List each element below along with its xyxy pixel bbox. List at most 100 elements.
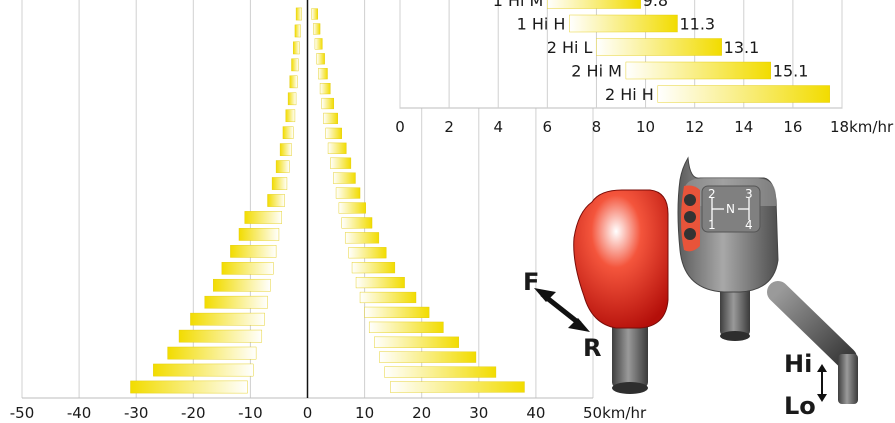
reverse-speed-bar xyxy=(230,245,277,258)
inset-x-tick-label: 14 xyxy=(734,118,753,136)
forward-speed-bar xyxy=(323,112,338,125)
gear-lever-illustration: 2 3 N 1 4 xyxy=(677,156,779,341)
reverse-speed-bar xyxy=(153,363,254,377)
gear-pattern-lines xyxy=(711,198,750,220)
inset-data-label: 9.8 xyxy=(643,0,668,10)
reverse-speed-bar xyxy=(293,41,300,55)
forward-speed-bar xyxy=(390,381,525,393)
hi-label: Hi xyxy=(784,350,812,378)
reverse-speed-bar xyxy=(285,109,296,123)
reverse-speed-bar xyxy=(294,24,301,38)
forward-speed-bar xyxy=(341,217,373,229)
main-x-tick-label: -10 xyxy=(238,404,263,422)
forward-speed-bar xyxy=(359,291,417,304)
inset-x-tick-label: 16 xyxy=(783,118,802,136)
reverse-speed-bar xyxy=(271,177,288,190)
forward-speed-bar xyxy=(351,262,396,274)
reverse-speed-bar xyxy=(291,58,299,72)
forward-speed-bar xyxy=(311,8,318,20)
reverse-speed-bar xyxy=(244,211,283,224)
main-bars xyxy=(130,7,525,394)
inset-bars: 1 Hi M 9.8 1 Hi H 11.3 2 Hi L 13.1 2 Hi M 15.1 2… xyxy=(493,0,830,104)
reverse-speed-bar xyxy=(238,228,280,241)
reverse-speed-bar xyxy=(282,126,294,139)
inset-category-label: 2 Hi M xyxy=(571,62,622,81)
reverse-speed-bar xyxy=(267,194,285,207)
main-x-tick-label: 0 xyxy=(303,404,313,422)
reverse-speed-bar xyxy=(275,160,290,173)
forward-speed-bar xyxy=(379,351,477,363)
hi-lo-arrow-up xyxy=(817,364,827,372)
main-x-tick-label: 40 xyxy=(526,404,545,422)
forward-speed-bar xyxy=(338,202,366,214)
shuttle-lever-illustration: F R xyxy=(523,189,669,394)
gear-gate-label: N xyxy=(726,202,735,216)
inset-x-tick-labels: 0 2 4 6 8 10 12 14 16 18km/hr xyxy=(395,118,894,136)
gear-lever-button xyxy=(684,211,696,223)
inset-speed-chart: 1 Hi M 9.8 1 Hi H 11.3 2 Hi L 13.1 2 Hi M 15.1 2… xyxy=(395,0,894,136)
reverse-speed-bar xyxy=(295,7,302,21)
reverse-label: R xyxy=(583,334,601,362)
forward-speed-bar xyxy=(368,321,444,333)
main-x-tick-label: -30 xyxy=(124,404,149,422)
inset-category-label: 2 Hi H xyxy=(605,85,654,104)
forward-speed-bar xyxy=(332,172,356,184)
gear-pattern-plate xyxy=(701,185,761,233)
hi-lo-lever-post xyxy=(838,354,858,404)
forward-speed-bar xyxy=(335,187,361,199)
inset-speed-bar xyxy=(596,38,722,56)
forward-speed-bar xyxy=(321,97,334,110)
forward-speed-bar xyxy=(348,247,387,259)
main-x-tick-label: 30 xyxy=(469,404,488,422)
gear-gate-label: 1 xyxy=(708,218,716,232)
inset-x-tick-label: 8 xyxy=(592,118,602,136)
inset-speed-bar xyxy=(625,61,771,80)
inset-x-tick-label: 6 xyxy=(543,118,553,136)
main-x-tick-label: 20 xyxy=(412,404,431,422)
reverse-speed-bar xyxy=(167,346,257,360)
gear-gate-label: 4 xyxy=(745,218,753,232)
shuttle-lever-shaft-base xyxy=(612,382,648,394)
lo-label: Lo xyxy=(784,392,816,420)
gear-lever-button xyxy=(684,194,696,206)
forward-speed-bar xyxy=(313,23,321,35)
hi-lo-lever-handle xyxy=(767,281,857,369)
reverse-speed-bar xyxy=(289,75,298,89)
gear-lever-button xyxy=(684,228,696,240)
reverse-speed-bar xyxy=(178,329,263,343)
forward-speed-bar xyxy=(314,38,323,50)
inset-data-label: 11.3 xyxy=(679,15,715,34)
main-x-tick-label: -50 xyxy=(10,404,35,422)
gear-lever-shaft-base xyxy=(720,331,750,341)
shuttle-lever-knob xyxy=(573,189,669,329)
forward-speed-bar xyxy=(344,232,380,244)
reverse-speed-bar xyxy=(221,262,274,275)
inset-category-label: 1 Hi H xyxy=(517,15,566,34)
forward-speed-bar xyxy=(384,366,497,378)
gear-gate-label: 3 xyxy=(745,187,753,201)
hi-lo-arrow-down xyxy=(817,394,827,402)
forward-speed-bar xyxy=(325,127,342,139)
hi-lo-lever-illustration: Hi Lo xyxy=(767,281,858,420)
reverse-speed-bar xyxy=(213,278,271,292)
reverse-speed-bar xyxy=(287,92,297,106)
main-x-tick-labels: -50 -40 -30 -20 -10 0 10 20 30 40 50km/hr xyxy=(10,404,647,422)
forward-speed-bar xyxy=(374,336,460,348)
inset-x-tick-label: 12 xyxy=(685,118,704,136)
main-x-tick-label: 50km/hr xyxy=(583,404,647,422)
inset-category-label: 1 Hi M xyxy=(493,0,544,10)
inset-x-tick-label: 10 xyxy=(636,118,655,136)
forward-speed-bar xyxy=(318,68,328,80)
inset-speed-bar xyxy=(657,85,830,103)
inset-speed-bar xyxy=(547,0,641,9)
main-x-tick-label: -20 xyxy=(181,404,206,422)
forward-speed-bar xyxy=(355,276,405,289)
main-x-tick-label: -40 xyxy=(67,404,92,422)
forward-speed-bar xyxy=(364,306,430,318)
gear-gate-label: 2 xyxy=(708,187,716,201)
shuttle-lever-shaft xyxy=(612,316,648,388)
reverse-speed-bar xyxy=(204,295,268,309)
inset-x-tick-label: 18km/hr xyxy=(830,118,894,136)
inset-x-tick-label: 0 xyxy=(395,118,405,136)
